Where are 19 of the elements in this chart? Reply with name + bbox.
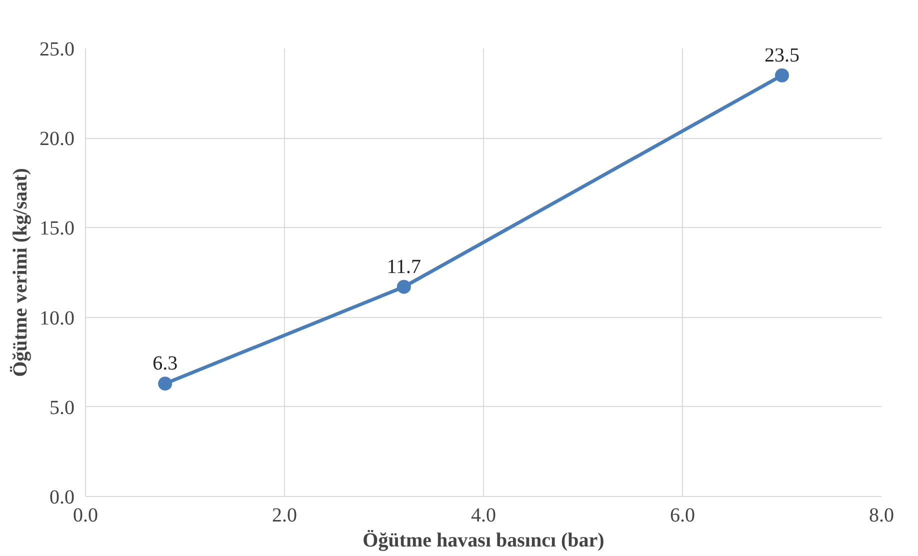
x-tick-label: 2.0 xyxy=(272,504,297,526)
y-tick-label: 0.0 xyxy=(50,486,74,508)
y-tick-label: 5.0 xyxy=(50,396,74,419)
data-label: 6.3 xyxy=(152,352,178,375)
x-tick-label: 6.0 xyxy=(670,504,695,526)
point xyxy=(396,280,411,294)
data-label: 23.5 xyxy=(764,44,800,66)
y-tick-label: 15.0 xyxy=(40,218,74,240)
x-tick-label: 4.0 xyxy=(471,504,496,526)
y-tick-label: 20.0 xyxy=(40,128,74,150)
point xyxy=(775,68,789,82)
x-tick-label: 8.0 xyxy=(869,504,894,526)
x-axis-title: Öğütme havası basıncı (bar) xyxy=(362,530,604,552)
point xyxy=(158,376,172,391)
y-tick-label: 10.0 xyxy=(40,307,74,330)
x-tick-label: 0.0 xyxy=(73,504,98,526)
y-axis-title: Öğütme verimi (kg/saat) xyxy=(10,168,32,377)
y-tick-label: 25.0 xyxy=(40,38,74,60)
data-label: 11.7 xyxy=(386,256,422,278)
